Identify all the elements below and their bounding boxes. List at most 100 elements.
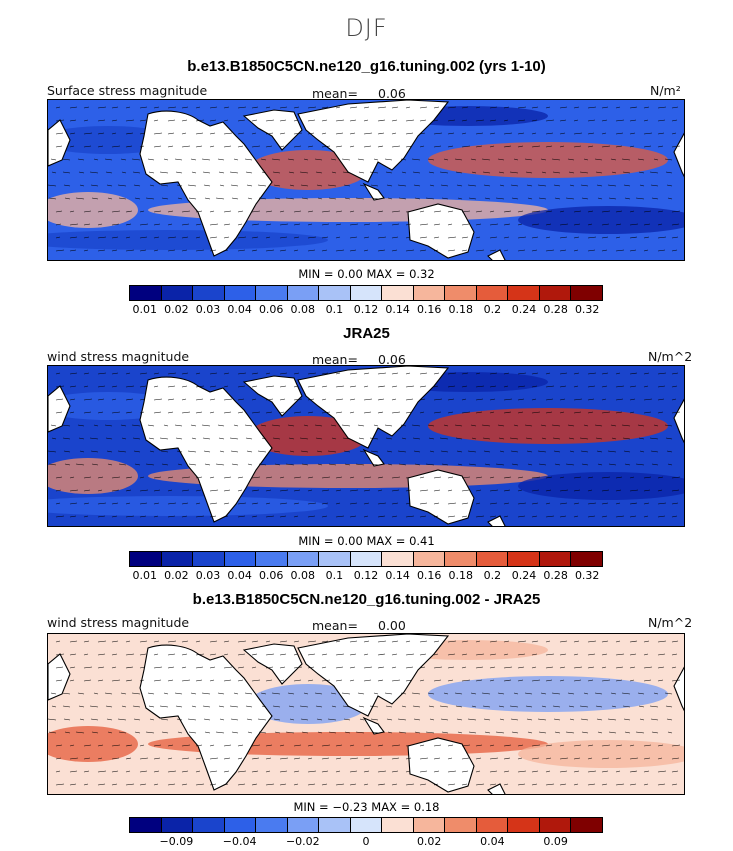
- colorbar-tick-label: 0.32: [574, 569, 600, 582]
- colorbar-swatch: [571, 286, 602, 300]
- colorbar-tick-label: 0.02: [164, 569, 189, 582]
- colorbar-swatch: [508, 552, 540, 566]
- colorbar-swatch: [476, 552, 509, 566]
- panel-2-units: N/m^2: [648, 349, 693, 364]
- panel-1-field-label: Surface stress magnitude: [47, 83, 208, 98]
- panel-1-max-label: MAX =: [366, 267, 406, 281]
- colorbar-swatch: [445, 818, 477, 832]
- colorbar-swatch: [193, 286, 225, 300]
- colorbar-swatch: [193, 818, 225, 832]
- panel-3-title: b.e13.B1850C5CN.ne120_g16.tuning.002 - J…: [192, 591, 541, 608]
- colorbar-swatch: [539, 286, 572, 300]
- colorbar-tick-label: 0.14: [385, 303, 410, 316]
- map-canvas: [48, 100, 684, 260]
- panel-1-max-value: 0.32: [409, 267, 435, 281]
- panel-2-field-label: wind stress magnitude: [47, 349, 190, 364]
- colorbar-swatch: [413, 818, 446, 832]
- colorbar-tick-label: 0.12: [353, 569, 379, 582]
- colorbar-swatch: [508, 818, 540, 832]
- colorbar-swatch: [445, 552, 477, 566]
- map-canvas: [48, 634, 684, 794]
- colorbar-swatch: [193, 552, 225, 566]
- colorbar-tick-label: 0.04: [227, 569, 252, 582]
- colorbar-swatch: [256, 818, 288, 832]
- colorbar-tick-label: 0.03: [195, 303, 221, 316]
- panel-3-min-label: MIN =: [293, 800, 329, 814]
- colorbar-tick-label: 0.16: [416, 303, 442, 316]
- colorbar-tick-label: 0.32: [574, 303, 600, 316]
- colorbar-tick-label: 0.06: [258, 569, 284, 582]
- colorbar-tick-label: 0: [362, 835, 370, 848]
- panel-1-min-value: 0.00: [337, 267, 363, 281]
- colorbar-swatch: [319, 552, 351, 566]
- colorbar-swatch: [382, 818, 414, 832]
- colorbar-swatch: [413, 286, 446, 300]
- colorbar-tick-label: 0.24: [511, 303, 537, 316]
- panel-1-map: [47, 99, 685, 261]
- colorbar-swatch: [445, 286, 477, 300]
- colorbar-swatch: [476, 818, 509, 832]
- colorbar-tick-label: −0.04: [222, 835, 257, 848]
- colorbar-tick-label: 0.09: [543, 835, 568, 848]
- colorbar-tick-label: 0.02: [416, 835, 442, 848]
- panel-2-map: [47, 365, 685, 527]
- colorbar-tick-label: 0.06: [258, 303, 284, 316]
- panel-2-mean-value: 0.06: [378, 352, 406, 367]
- colorbar-swatch: [413, 552, 446, 566]
- colorbar-swatch: [256, 286, 288, 300]
- colorbar-swatch: [571, 552, 602, 566]
- colorbar-swatch: [287, 286, 320, 300]
- colorbar-tick-label: 0.04: [480, 835, 505, 848]
- colorbar-tick-label: 0.1: [325, 569, 344, 582]
- colorbar-swatch: [224, 286, 257, 300]
- panel-2-min-label: MIN =: [298, 534, 334, 548]
- colorbar-tick-label: −0.02: [285, 835, 320, 848]
- panel-3-map: [47, 633, 685, 795]
- panel-1-mean-label: mean=: [312, 86, 358, 101]
- panel-2-title: JRA25: [343, 325, 390, 342]
- map-canvas: [48, 366, 684, 526]
- colorbar-swatch: [224, 818, 257, 832]
- panel-2-mean-label: mean=: [312, 352, 358, 367]
- colorbar-tick-label: 0.2: [483, 569, 502, 582]
- colorbar-tick-label: 0.2: [483, 303, 502, 316]
- panel-2-minmax: MIN = 0.00 MAX = 0.41: [0, 534, 733, 548]
- colorbar-tick-label: 0.08: [290, 569, 316, 582]
- colorbar-tick-label: 0.28: [543, 569, 568, 582]
- panel-3-min-value: −0.23: [332, 800, 368, 814]
- colorbar-swatch: [476, 286, 509, 300]
- colorbar-swatch: [287, 818, 320, 832]
- panel-3-field-label: wind stress magnitude: [47, 615, 190, 630]
- panel-1-colorbar: [129, 285, 603, 301]
- colorbar-swatch: [508, 286, 540, 300]
- colorbar-swatch: [350, 286, 383, 300]
- panel-1-mean-value: 0.06: [378, 86, 406, 101]
- colorbar-swatch: [287, 552, 320, 566]
- colorbar-tick-label: 0.12: [353, 303, 379, 316]
- colorbar-swatch: [130, 818, 162, 832]
- colorbar-swatch: [319, 286, 351, 300]
- colorbar-tick-label: 0.02: [164, 303, 189, 316]
- colorbar-swatch: [224, 552, 257, 566]
- season-title: DJF: [345, 14, 388, 42]
- colorbar-tick-label: 0.03: [195, 569, 221, 582]
- colorbar-tick-label: 0.04: [227, 303, 252, 316]
- colorbar-swatch: [571, 818, 602, 832]
- colorbar-swatch: [350, 818, 383, 832]
- panel-1-min-label: MIN =: [298, 267, 334, 281]
- panel-2-colorbar-ticks: 0.01 0.02 0.03 0.04 0.06 0.08 0.1 0.12 0.14 0.16 0…: [129, 569, 603, 583]
- colorbar-swatch: [161, 552, 194, 566]
- colorbar-swatch: [130, 286, 162, 300]
- colorbar-swatch: [161, 818, 194, 832]
- colorbar-tick-label: −0.09: [159, 835, 194, 848]
- colorbar-swatch: [256, 552, 288, 566]
- panel-1-colorbar-ticks: 0.01 0.02 0.03 0.04 0.06 0.08 0.1 0.12 0.14 0.16 0…: [129, 303, 603, 317]
- colorbar-swatch: [319, 818, 351, 832]
- panel-3-colorbar-ticks: −0.09 −0.04 −0.02 0 0.02 0.04 0.09: [129, 835, 603, 849]
- colorbar-tick-label: 0.01: [132, 303, 158, 316]
- panel-2-max-label: MAX =: [366, 534, 406, 548]
- panel-3-units: N/m^2: [648, 615, 693, 630]
- colorbar-swatch: [130, 552, 162, 566]
- panel-3-max-label: MAX =: [371, 800, 411, 814]
- panel-1-units: N/m²: [650, 83, 681, 98]
